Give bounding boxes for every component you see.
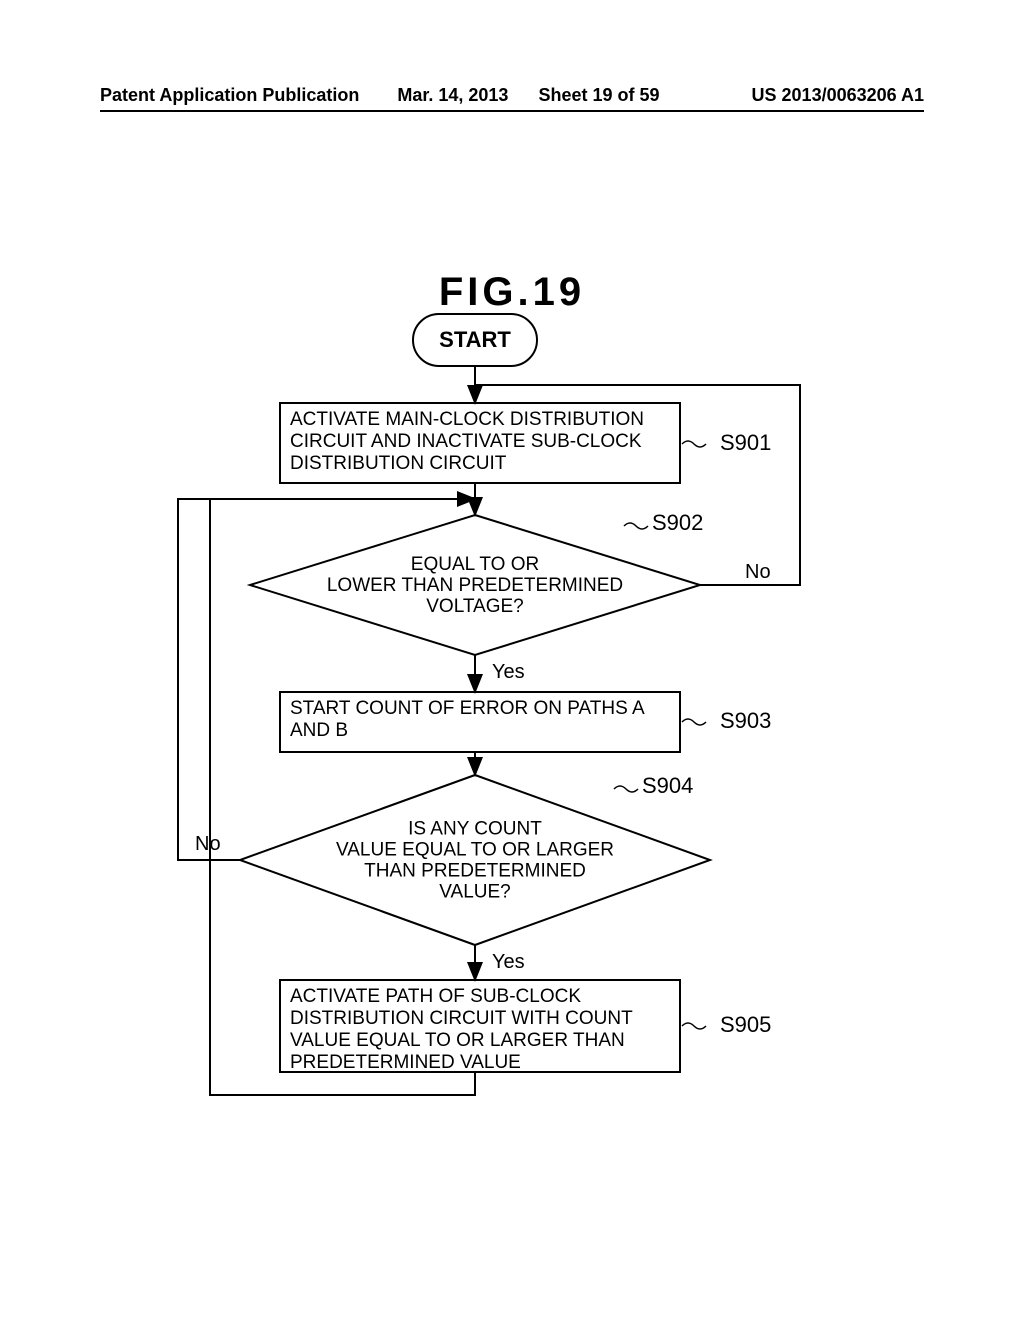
svg-text:THAN PREDETERMINED: THAN PREDETERMINED <box>364 861 586 882</box>
svg-text:S904: S904 <box>642 773 693 798</box>
svg-text:START: START <box>439 327 511 352</box>
svg-text:S901: S901 <box>720 430 771 455</box>
svg-text:EQUAL TO OR: EQUAL TO OR <box>411 554 539 575</box>
svg-text:ACTIVATE MAIN-CLOCK DISTRIBUTI: ACTIVATE MAIN-CLOCK DISTRIBUTION <box>290 409 644 430</box>
svg-text:DISTRIBUTION CIRCUIT: DISTRIBUTION CIRCUIT <box>290 453 507 474</box>
svg-text:PREDETERMINED VALUE: PREDETERMINED VALUE <box>290 1052 521 1073</box>
svg-text:CIRCUIT AND INACTIVATE SUB-CLO: CIRCUIT AND INACTIVATE SUB-CLOCK <box>290 431 642 452</box>
flowchart-svg: START ACTIVATE MAIN-CLOCK DISTRIBUTIONCIR… <box>0 0 1024 1320</box>
svg-text:VALUE?: VALUE? <box>439 882 510 903</box>
svg-text:No: No <box>195 833 221 855</box>
patent-page: Patent Application Publication Mar. 14, … <box>0 0 1024 1320</box>
svg-text:START COUNT OF ERROR ON PATHS: START COUNT OF ERROR ON PATHS A <box>290 698 645 719</box>
svg-text:Yes: Yes <box>492 951 525 973</box>
svg-text:VALUE EQUAL TO OR LARGER: VALUE EQUAL TO OR LARGER <box>336 840 614 861</box>
svg-text:VALUE EQUAL TO OR LARGER THAN: VALUE EQUAL TO OR LARGER THAN <box>290 1030 625 1051</box>
svg-text:DISTRIBUTION CIRCUIT WITH COUN: DISTRIBUTION CIRCUIT WITH COUNT <box>290 1008 633 1029</box>
svg-text:Yes: Yes <box>492 661 525 683</box>
svg-text:S902: S902 <box>652 510 703 535</box>
svg-text:AND B: AND B <box>290 720 348 741</box>
svg-text:IS ANY COUNT: IS ANY COUNT <box>408 819 542 840</box>
svg-text:VOLTAGE?: VOLTAGE? <box>426 596 524 617</box>
svg-text:S903: S903 <box>720 708 771 733</box>
svg-text:ACTIVATE PATH OF SUB-CLOCK: ACTIVATE PATH OF SUB-CLOCK <box>290 986 581 1007</box>
svg-text:LOWER THAN PREDETERMINED: LOWER THAN PREDETERMINED <box>327 575 623 596</box>
svg-text:S905: S905 <box>720 1012 771 1037</box>
svg-text:No: No <box>745 561 771 583</box>
